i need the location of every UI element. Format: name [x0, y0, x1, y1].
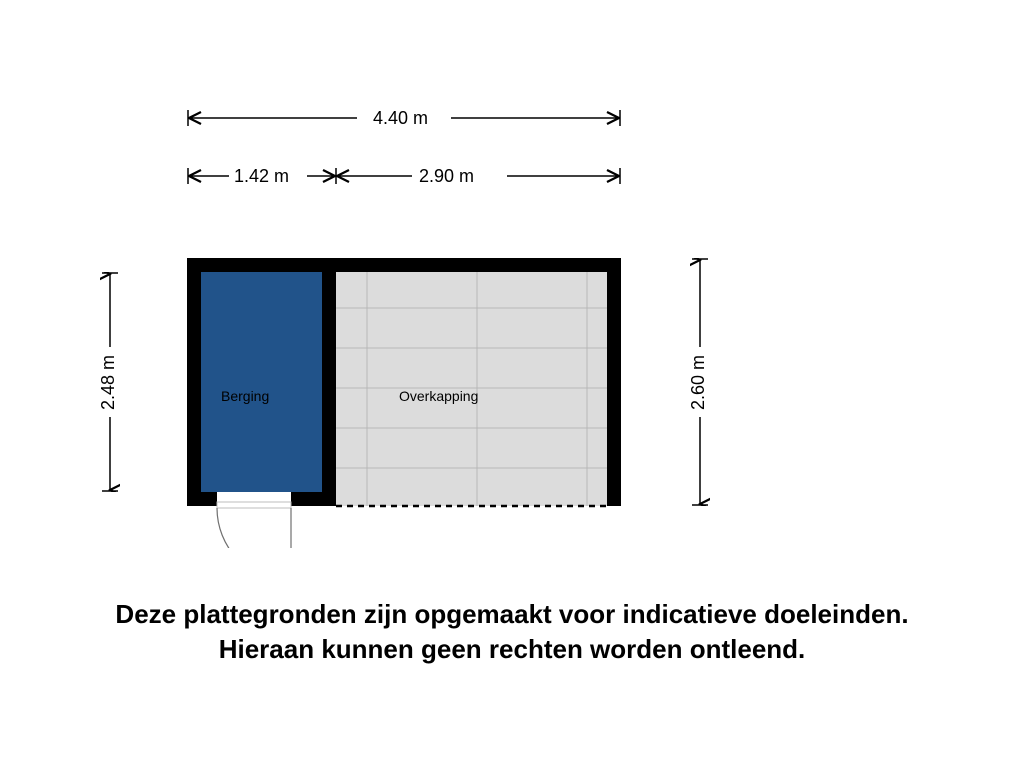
room-berging [201, 272, 322, 492]
room-berging-label: Berging [221, 388, 269, 404]
dim-top-total-label: 4.40 m [373, 108, 428, 129]
disclaimer-line2: Hieraan kunnen geen rechten worden ontle… [219, 634, 806, 664]
dim-right-label: 2.60 m [688, 355, 709, 410]
dim-top-left-label: 1.42 m [234, 166, 289, 187]
dim-top-right-label: 2.90 m [419, 166, 474, 187]
disclaimer: Deze plattegronden zijn opgemaakt voor i… [0, 597, 1024, 667]
floorplan-canvas: 4.40 m 1.42 m 2.90 m 2.48 m 2.60 m [0, 0, 1024, 768]
room-overkapping-label: Overkapping [399, 388, 478, 404]
dim-left-label: 2.48 m [98, 355, 119, 410]
disclaimer-line1: Deze plattegronden zijn opgemaakt voor i… [115, 599, 908, 629]
